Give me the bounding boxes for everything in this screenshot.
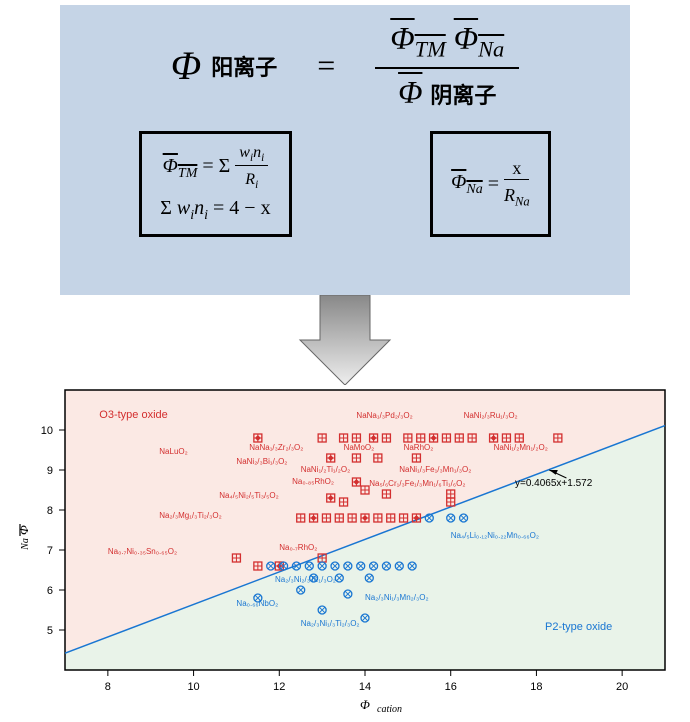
svg-text:NaNi₂/₃Bi₁/₃O₂: NaNi₂/₃Bi₁/₃O₂ xyxy=(236,457,287,466)
svg-text:NaNi₁/₃Fe₁/₃Mn₁/₃O₂: NaNi₁/₃Fe₁/₃Mn₁/₃O₂ xyxy=(399,465,471,474)
svg-text:cation: cation xyxy=(377,704,402,715)
svg-text:16: 16 xyxy=(445,681,457,693)
svg-text:20: 20 xyxy=(616,681,628,693)
svg-text:NaRhO₂: NaRhO₂ xyxy=(404,443,434,452)
svg-text:Na₀.₇Ni₀.₃₅Sn₀.₆₅O₂: Na₀.₇Ni₀.₃₅Sn₀.₆₅O₂ xyxy=(108,547,177,556)
svg-text:Na₂/₃Ni₁/₃Ti₂/₃O₂: Na₂/₃Ni₁/₃Ti₂/₃O₂ xyxy=(301,619,360,628)
svg-text:NaMoO₂: NaMoO₂ xyxy=(344,443,375,452)
scatter-chart: 8 10 12 14 16 18 20 5 6 7 8 9 10 Φcation Φ Na O3-type ox… xyxy=(10,380,680,715)
svg-text:5: 5 xyxy=(47,625,53,637)
svg-text:7: 7 xyxy=(47,545,53,557)
chart-svg: 8 10 12 14 16 18 20 5 6 7 8 9 10 Φcation Φ Na O3-type ox… xyxy=(10,380,680,715)
svg-text:Na₀.₆₆NbO₂: Na₀.₆₆NbO₂ xyxy=(236,599,278,608)
svg-text:8: 8 xyxy=(105,681,111,693)
formula-box-na: ΦNa = xRNa xyxy=(430,131,551,236)
svg-text:NaLuO₂: NaLuO₂ xyxy=(159,447,187,456)
svg-text:10: 10 xyxy=(187,681,199,693)
svg-text:NaNi₂/₃Ru₁/₃O₂: NaNi₂/₃Ru₁/₃O₂ xyxy=(464,411,518,420)
svg-text:6: 6 xyxy=(47,585,53,597)
svg-text:Na₀.₈₅RhO₂: Na₀.₈₅RhO₂ xyxy=(292,477,334,486)
svg-text:NaNi₁/₂Mn₁/₂O₂: NaNi₁/₂Mn₁/₂O₂ xyxy=(494,443,548,452)
down-arrow-icon xyxy=(295,295,395,385)
main-fraction: ΦTM ΦNa Φ 阴离子 xyxy=(375,20,519,111)
svg-text:Φ: Φ xyxy=(360,697,370,712)
svg-text:Na₄/₅Ni₂/₅Ti₃/₅O₂: Na₄/₅Ni₂/₅Ti₃/₅O₂ xyxy=(219,491,278,500)
svg-text:12: 12 xyxy=(273,681,285,693)
svg-text:Na₀.₇RhO₂: Na₀.₇RhO₂ xyxy=(279,543,317,552)
svg-text:8: 8 xyxy=(47,505,53,517)
phi-lhs-sub: 阳离子 xyxy=(211,50,277,82)
numerator: ΦTM ΦNa xyxy=(375,20,519,69)
formula-panel: Φ 阳离子 = ΦTM ΦNa Φ 阴离子 ΦTM = Σ winiRi Σ w… xyxy=(60,5,630,295)
svg-text:NaNa₁/₃Zr₂/₃O₂: NaNa₁/₃Zr₂/₃O₂ xyxy=(249,443,303,452)
svg-text:10: 10 xyxy=(41,425,53,437)
denominator: Φ 阴离子 xyxy=(398,69,496,111)
svg-text:18: 18 xyxy=(530,681,542,693)
svg-text:Na₄/₅Li₀.₁₂Ni₀.₂₂Mn₀.₆₆O₂: Na₄/₅Li₀.₁₂Ni₀.₂₂Mn₀.₆₆O₂ xyxy=(451,531,539,540)
svg-text:Na₂/₃Ni₁/₃Mn₂/₃O₂: Na₂/₃Ni₁/₃Mn₂/₃O₂ xyxy=(365,593,429,602)
svg-text:Na₂/₃Mg₁/₃Ti₂/₃O₂: Na₂/₃Mg₁/₃Ti₂/₃O₂ xyxy=(159,511,221,520)
svg-text:14: 14 xyxy=(359,681,371,693)
svg-text:O3-type oxide: O3-type oxide xyxy=(99,409,167,421)
svg-text:Na₅/₆Cr₁/₃Fe₁/₃Mn₁/₆Ti₁/₆O₂: Na₅/₆Cr₁/₃Fe₁/₃Mn₁/₆Ti₁/₆O₂ xyxy=(369,479,465,488)
svg-text:y=0.4065x+1.572: y=0.4065x+1.572 xyxy=(515,478,593,489)
formula-box-tm: ΦTM = Σ winiRi Σ wini = 4 − x xyxy=(139,131,291,236)
phi-lhs: Φ xyxy=(171,42,201,89)
svg-text:NaNa₁/₃Pd₂/₃O₂: NaNa₁/₃Pd₂/₃O₂ xyxy=(356,411,412,420)
svg-text:P2-type oxide: P2-type oxide xyxy=(545,621,612,633)
svg-text:9: 9 xyxy=(47,465,53,477)
equals-sign: = xyxy=(317,47,335,84)
main-equation: Φ 阳离子 = ΦTM ΦNa Φ 阴离子 xyxy=(80,20,610,111)
svg-text:Na: Na xyxy=(20,538,31,551)
svg-text:NaNi₁/₂Ti₁/₂O₂: NaNi₁/₂Ti₁/₂O₂ xyxy=(301,465,351,474)
svg-text:Φ: Φ xyxy=(16,525,31,535)
sub-formulas-row: ΦTM = Σ winiRi Σ wini = 4 − x ΦNa = xRNa xyxy=(80,131,610,236)
svg-text:Na₂/₃Ni₂/₃Te₁/₃O₂: Na₂/₃Ni₂/₃Te₁/₃O₂ xyxy=(275,575,336,584)
